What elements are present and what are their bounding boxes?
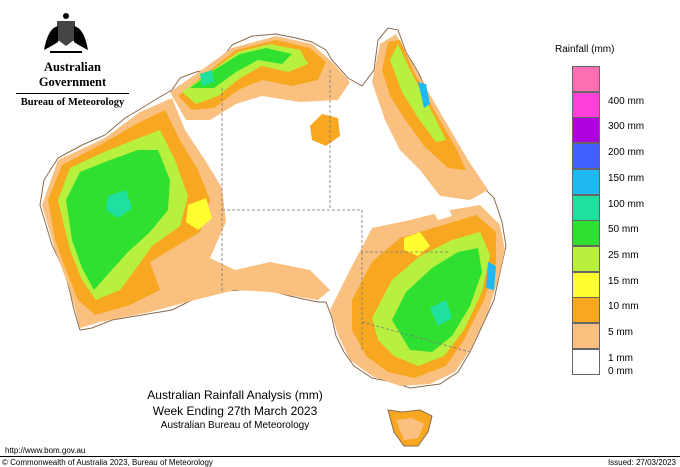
divider	[16, 93, 129, 94]
legend-label: 5 mm	[608, 327, 633, 338]
legend-swatch	[572, 117, 600, 144]
rain-zone-15-qld	[390, 44, 446, 142]
rain-zone-10-qld	[404, 232, 430, 256]
dry-zone-sa	[430, 202, 452, 220]
border-nsw-vic	[361, 321, 471, 353]
bureau-name: Bureau of Meteorology	[20, 97, 125, 108]
rain-zone-50-se	[430, 300, 452, 326]
map-titles: Australian Rainfall Analysis (mm) Week E…	[110, 388, 360, 431]
dry-zone-nt	[262, 146, 296, 172]
rain-zone-100-qld-coast	[418, 82, 430, 108]
map-title: Australian Rainfall Analysis (mm)	[147, 388, 323, 402]
legend-label: 300 mm	[608, 121, 645, 133]
legend-label: 100 mm	[608, 198, 645, 210]
rain-zone-25-se	[392, 248, 482, 352]
legend-swatch	[572, 297, 600, 324]
tasmania-light	[396, 418, 424, 440]
legend-swatch	[572, 271, 600, 298]
legend-swatch	[572, 168, 600, 195]
legend-label: 0 mm	[608, 366, 633, 378]
legend-swatch	[572, 245, 600, 272]
issued-date: Issued: 27/03/2023	[607, 458, 676, 467]
legend-label: 50 mm	[608, 224, 639, 236]
legend-label: 400 mm	[608, 95, 645, 107]
map-source: Australian Bureau of Meteorology	[160, 420, 310, 431]
legend-label: 15 mm	[608, 275, 639, 287]
legend-label: 1 mm	[608, 352, 633, 364]
rain-zone-25-west	[66, 150, 170, 290]
rain-zone-50-west	[106, 190, 132, 218]
legend-label: 10 mm	[608, 301, 639, 313]
legend-swatch	[572, 91, 600, 118]
rain-zone-100-nsw-coast	[486, 262, 496, 290]
rain-zone-50-north	[200, 70, 214, 86]
legend-swatch	[572, 220, 600, 247]
legend-swatch	[572, 194, 600, 221]
coat-of-arms-icon	[44, 13, 88, 53]
copyright-text: © Commonwealth of Australia 2023, Bureau…	[2, 458, 213, 467]
legend-swatch	[572, 143, 600, 170]
government-branding: Australian Government Bureau of Meteorol…	[10, 60, 135, 108]
legend-label: 200 mm	[608, 147, 645, 159]
footer-divider	[0, 456, 680, 457]
rain-zone-10-interior	[186, 198, 212, 230]
legend-swatch	[572, 323, 600, 349]
legend-swatch	[572, 348, 600, 375]
website-link[interactable]: http://www.bom.gov.au	[5, 446, 86, 455]
legend-label: 150 mm	[608, 172, 645, 184]
legend-swatch	[572, 66, 600, 92]
government-name: Australian Government	[38, 60, 107, 89]
legend-title: Rainfall (mm)	[555, 44, 615, 55]
legend-label: 25 mm	[608, 249, 639, 261]
rain-zone-25-north	[190, 48, 292, 88]
map-period: Week Ending 27th March 2023	[152, 404, 318, 418]
rain-zone-mod-cape	[310, 114, 340, 146]
